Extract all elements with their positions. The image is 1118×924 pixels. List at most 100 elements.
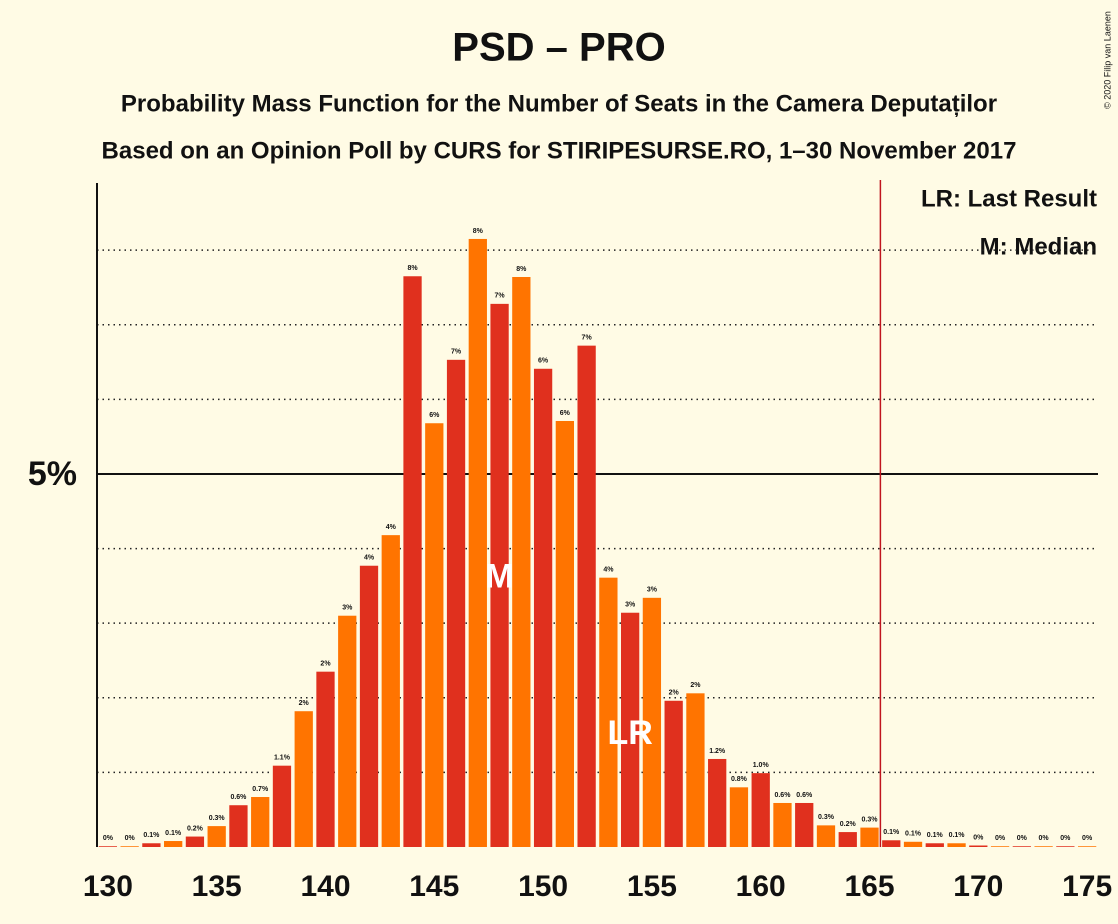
bar (164, 841, 183, 847)
bar (555, 420, 574, 847)
value-label: 0.8% (731, 776, 748, 783)
bar (229, 805, 248, 847)
bar (272, 765, 292, 847)
value-label: 0.2% (187, 825, 204, 832)
value-label: 0% (103, 835, 114, 842)
value-label: 0% (1017, 835, 1028, 842)
bar (120, 846, 139, 847)
bar (98, 846, 118, 847)
bar (642, 597, 662, 847)
bar (925, 843, 944, 847)
bar (860, 827, 879, 847)
bar (425, 423, 444, 847)
annotation: M (485, 557, 513, 595)
bar (338, 615, 357, 847)
bar (1056, 846, 1075, 847)
value-label: 0.3% (209, 815, 226, 822)
bar (1034, 846, 1053, 847)
legend-entry: M: Median (980, 233, 1097, 260)
copyright: © 2020 Filip van Laenen (1102, 11, 1112, 109)
value-label: 0% (1060, 835, 1071, 842)
value-label: 6% (560, 410, 571, 417)
chart-subtitle: Probability Mass Function for the Number… (121, 90, 997, 117)
value-label: 6% (429, 412, 440, 419)
value-label: 0% (125, 835, 136, 842)
value-label: 3% (625, 602, 636, 609)
value-label: 0% (1082, 835, 1093, 842)
annotation: LR (607, 714, 652, 752)
value-label: 2% (669, 690, 680, 697)
bar (512, 277, 531, 847)
bar (1077, 846, 1097, 847)
x-tick-label: 175 (1062, 870, 1112, 903)
bar (599, 577, 618, 847)
x-tick-label: 170 (953, 870, 1003, 903)
value-label: 0% (1039, 835, 1050, 842)
bar (729, 787, 749, 847)
value-label: 0.6% (230, 794, 247, 801)
x-tick-label: 135 (192, 870, 242, 903)
value-label: 0.6% (796, 792, 813, 799)
value-label: 0.7% (252, 786, 269, 793)
value-label: 6% (538, 358, 549, 365)
value-label: 0.3% (818, 814, 835, 821)
value-label: 4% (603, 567, 614, 574)
value-label: 0.6% (774, 792, 791, 799)
bar (403, 276, 422, 847)
value-label: 0.1% (165, 830, 182, 837)
value-label: 3% (342, 605, 353, 612)
value-label: 1.1% (274, 755, 291, 762)
bar (490, 303, 509, 847)
value-label: 2% (690, 682, 701, 689)
x-tick-label: 140 (300, 870, 350, 903)
bar (1012, 846, 1031, 847)
bar (577, 345, 596, 847)
bar (251, 797, 270, 847)
value-label: 4% (364, 555, 375, 562)
x-tick-label: 160 (736, 870, 786, 903)
bar (142, 843, 161, 847)
bar (468, 238, 487, 847)
bar (621, 612, 640, 847)
x-tick-label: 155 (627, 870, 677, 903)
chart-subtitle: Based on an Opinion Poll by CURS for STI… (102, 137, 1017, 164)
bar (207, 826, 226, 847)
value-label: 2% (299, 700, 310, 707)
bar (903, 841, 923, 847)
value-label: 0.1% (927, 832, 944, 839)
value-label: 1.2% (709, 748, 726, 755)
bar (990, 846, 1010, 847)
value-label: 8% (473, 228, 484, 235)
value-label: 8% (407, 265, 418, 272)
bar (686, 693, 705, 847)
value-label: 0.1% (883, 829, 900, 836)
bar (947, 843, 966, 847)
value-label: 2% (320, 661, 331, 668)
x-tick-label: 145 (409, 870, 459, 903)
bar (838, 832, 857, 847)
bar (795, 802, 814, 847)
value-label: 8% (516, 266, 527, 273)
bar (185, 836, 205, 847)
bar (751, 773, 770, 847)
value-label: 0.1% (905, 831, 922, 838)
bar (664, 700, 683, 847)
bar (882, 840, 901, 847)
bar (708, 758, 727, 847)
legend-entry: LR: Last Result (921, 185, 1097, 212)
bar (533, 368, 553, 847)
value-label: 0.1% (143, 832, 160, 839)
bar (316, 671, 335, 847)
value-label: 7% (451, 349, 462, 356)
y-tick-label: 5% (28, 455, 77, 493)
value-label: 0.3% (862, 816, 879, 823)
x-tick-label: 150 (518, 870, 568, 903)
value-label: 4% (386, 524, 397, 531)
x-tick-label: 130 (83, 870, 133, 903)
bar (446, 359, 466, 847)
value-label: 7% (582, 334, 593, 341)
bar (816, 825, 836, 847)
bar (773, 802, 792, 847)
value-label: 0.1% (949, 832, 966, 839)
